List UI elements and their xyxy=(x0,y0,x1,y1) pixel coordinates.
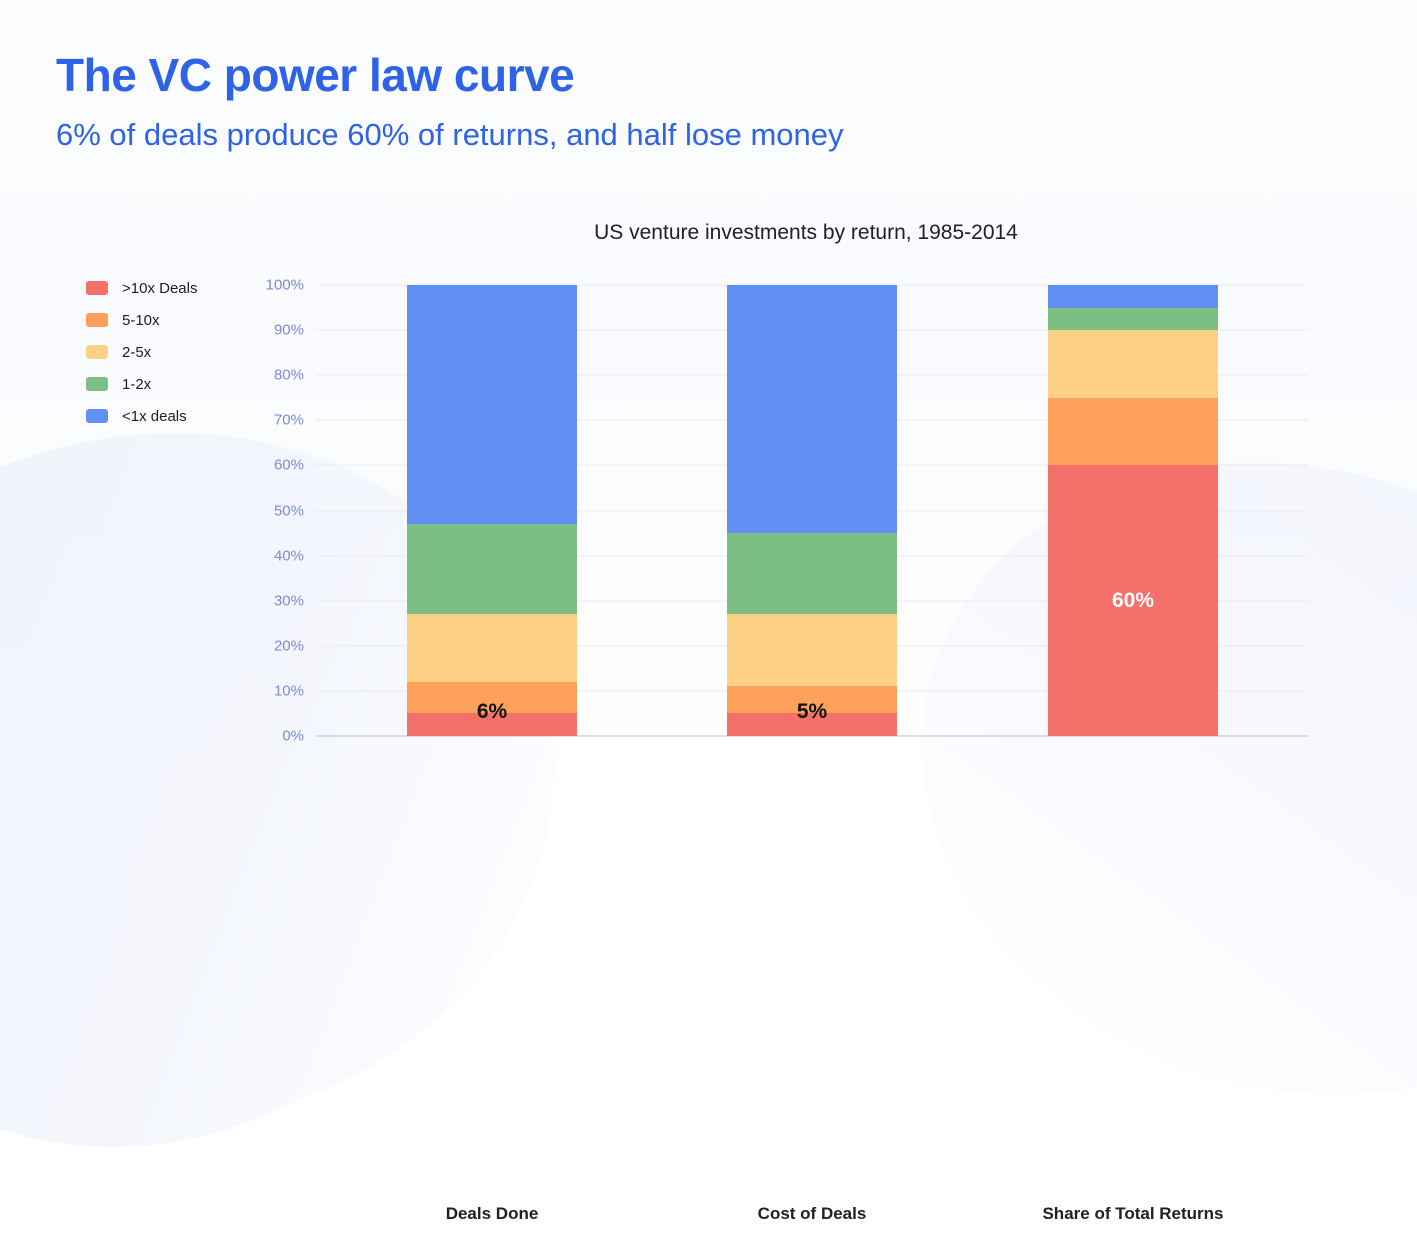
chart-legend: >10x Deals 5-10x 2-5x 1-2x <1x deals xyxy=(86,279,198,425)
y-axis-tick-label: 60% xyxy=(273,456,304,474)
y-axis-tick-label: 30% xyxy=(273,592,304,610)
y-axis-tick-label: 90% xyxy=(273,321,304,339)
legend-swatch-icon xyxy=(86,409,108,423)
axis-baseline xyxy=(316,735,1308,737)
bar-stack xyxy=(727,285,897,736)
legend-swatch-icon xyxy=(86,313,108,327)
y-axis-tick-label: 20% xyxy=(273,637,304,655)
page-title: The VC power law curve xyxy=(56,49,575,101)
bar-segment[interactable] xyxy=(1048,330,1218,398)
y-axis-tick-label: 0% xyxy=(282,727,304,745)
gridline xyxy=(316,284,1308,286)
bar-segment[interactable] xyxy=(727,533,897,615)
y-axis-tick-label: 70% xyxy=(273,411,304,429)
legend-item-label: <1x deals xyxy=(122,407,187,425)
bar-segment[interactable] xyxy=(727,285,897,534)
legend-swatch-icon xyxy=(86,377,108,391)
bar-segment[interactable] xyxy=(1048,285,1218,308)
y-axis-tick-label: 100% xyxy=(265,276,304,294)
legend-item-label: 5-10x xyxy=(122,311,160,329)
chart-title-row: US venture investments by return, 1985-2… xyxy=(0,221,1417,245)
y-axis-tick-label: 80% xyxy=(273,366,304,384)
bar-segment[interactable] xyxy=(727,614,897,687)
y-axis-tick-label: 10% xyxy=(273,682,304,700)
legend-item[interactable]: 1-2x xyxy=(86,375,197,393)
bar-stack xyxy=(407,285,577,736)
bar-segment[interactable] xyxy=(1048,397,1218,466)
legend-swatch-icon xyxy=(86,281,108,295)
y-axis-tick-label: 50% xyxy=(273,502,304,519)
y-axis: 100% 90% 80% 70% 60% 50% 40% 30% 20% 10% 0% xyxy=(258,277,304,745)
bar-segment[interactable]: 60% xyxy=(1048,465,1218,736)
legend-item[interactable]: 5-10x xyxy=(86,311,197,329)
legend-item[interactable]: >10x Deals xyxy=(86,279,198,297)
legend-item[interactable]: 2-5x xyxy=(86,343,197,361)
bar-segment[interactable] xyxy=(407,681,577,714)
bar-segment-value-label: 60% xyxy=(1111,588,1155,612)
legend-item[interactable]: <1x deals xyxy=(86,407,197,425)
bar-segment[interactable] xyxy=(727,713,897,736)
legend-item-label: 2-5x xyxy=(122,343,152,361)
bar-top-value-label: 6% xyxy=(476,700,508,723)
chart-title: US venture investments by return, 1985-2… xyxy=(594,221,1018,244)
chart-plot-area: 100% 90% 80% 70% 60% 50% 40% 30% 20% 10% 0% 6% Deal… xyxy=(258,277,1308,1223)
legend-item-label: 1-2x xyxy=(122,375,152,393)
bar-segment[interactable] xyxy=(727,686,897,714)
bar-segment[interactable] xyxy=(407,524,577,615)
legend-swatch-icon xyxy=(86,345,108,359)
bar-segment[interactable] xyxy=(407,713,577,736)
page-subtitle: 6% of deals produce 60% of returns, and … xyxy=(56,117,844,152)
bar-top-value-label: 5% xyxy=(796,700,828,723)
bar-segment[interactable] xyxy=(407,285,577,525)
bar-segment[interactable] xyxy=(407,614,577,682)
bar-segment[interactable] xyxy=(1048,307,1218,331)
x-axis-category-label: Cost of Deals xyxy=(757,1204,867,1223)
x-axis-category-label: Deals Done xyxy=(445,1204,539,1223)
bar-stack: 60% xyxy=(1048,285,1218,736)
y-axis-tick-label: 40% xyxy=(273,547,304,565)
bar-series-group: 6% Deals Done 5% Cost of Deals 60% Share of T… xyxy=(316,285,1308,1223)
legend-item-label: >10x Deals xyxy=(122,279,198,297)
x-axis-category-label: Share of Total Returns xyxy=(1042,1204,1224,1223)
